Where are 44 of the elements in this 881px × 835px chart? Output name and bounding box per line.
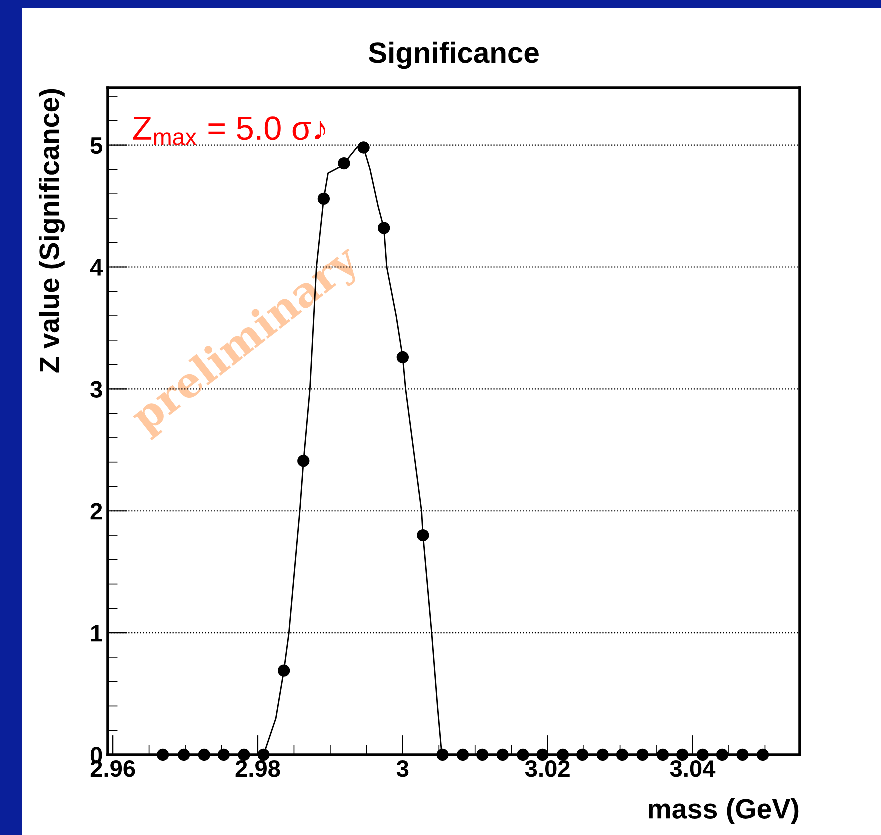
- point: [696, 748, 709, 762]
- point: [198, 748, 210, 762]
- point: [338, 158, 350, 170]
- y-tick-label: 1: [91, 625, 102, 642]
- point: [318, 192, 330, 206]
- point: [517, 748, 530, 762]
- point: [417, 529, 430, 542]
- point: [238, 748, 250, 762]
- point: [716, 748, 729, 762]
- point: [616, 748, 629, 762]
- point: [258, 748, 270, 762]
- point: [596, 748, 609, 762]
- point: [636, 748, 649, 762]
- y-tick-label: 4: [90, 260, 104, 276]
- x-tick-label: 3: [396, 760, 409, 778]
- point: [378, 222, 390, 234]
- point: [156, 748, 170, 762]
- y-axis-title: Z value (Significance): [38, 89, 66, 373]
- point: [278, 664, 290, 677]
- x-axis-title: mass (GeV): [648, 798, 799, 824]
- point: [456, 748, 470, 762]
- point: [396, 351, 409, 364]
- point: [656, 748, 670, 762]
- chart-title: Significance: [368, 42, 539, 70]
- y-tick-label: 3: [90, 381, 102, 398]
- point: [556, 748, 570, 762]
- point: [178, 748, 190, 762]
- point: [436, 748, 449, 762]
- point: [676, 748, 689, 762]
- point: [496, 748, 509, 762]
- point: [218, 748, 230, 762]
- point: [536, 748, 549, 762]
- x-tick-label: 2.98: [236, 760, 280, 778]
- point: [736, 748, 749, 762]
- y-tick-label: 5: [90, 138, 102, 154]
- point: [298, 455, 310, 468]
- point: [576, 748, 589, 762]
- point: [476, 748, 489, 762]
- y-tick-label: 2: [90, 503, 102, 520]
- x-tick-label: 3.02: [525, 760, 570, 778]
- point: [756, 748, 770, 762]
- point: [358, 142, 370, 154]
- annotation: Z$_{max}$ = 5.0 σ♪: [133, 116, 326, 146]
- x-tick-label: 3.04: [670, 760, 716, 778]
